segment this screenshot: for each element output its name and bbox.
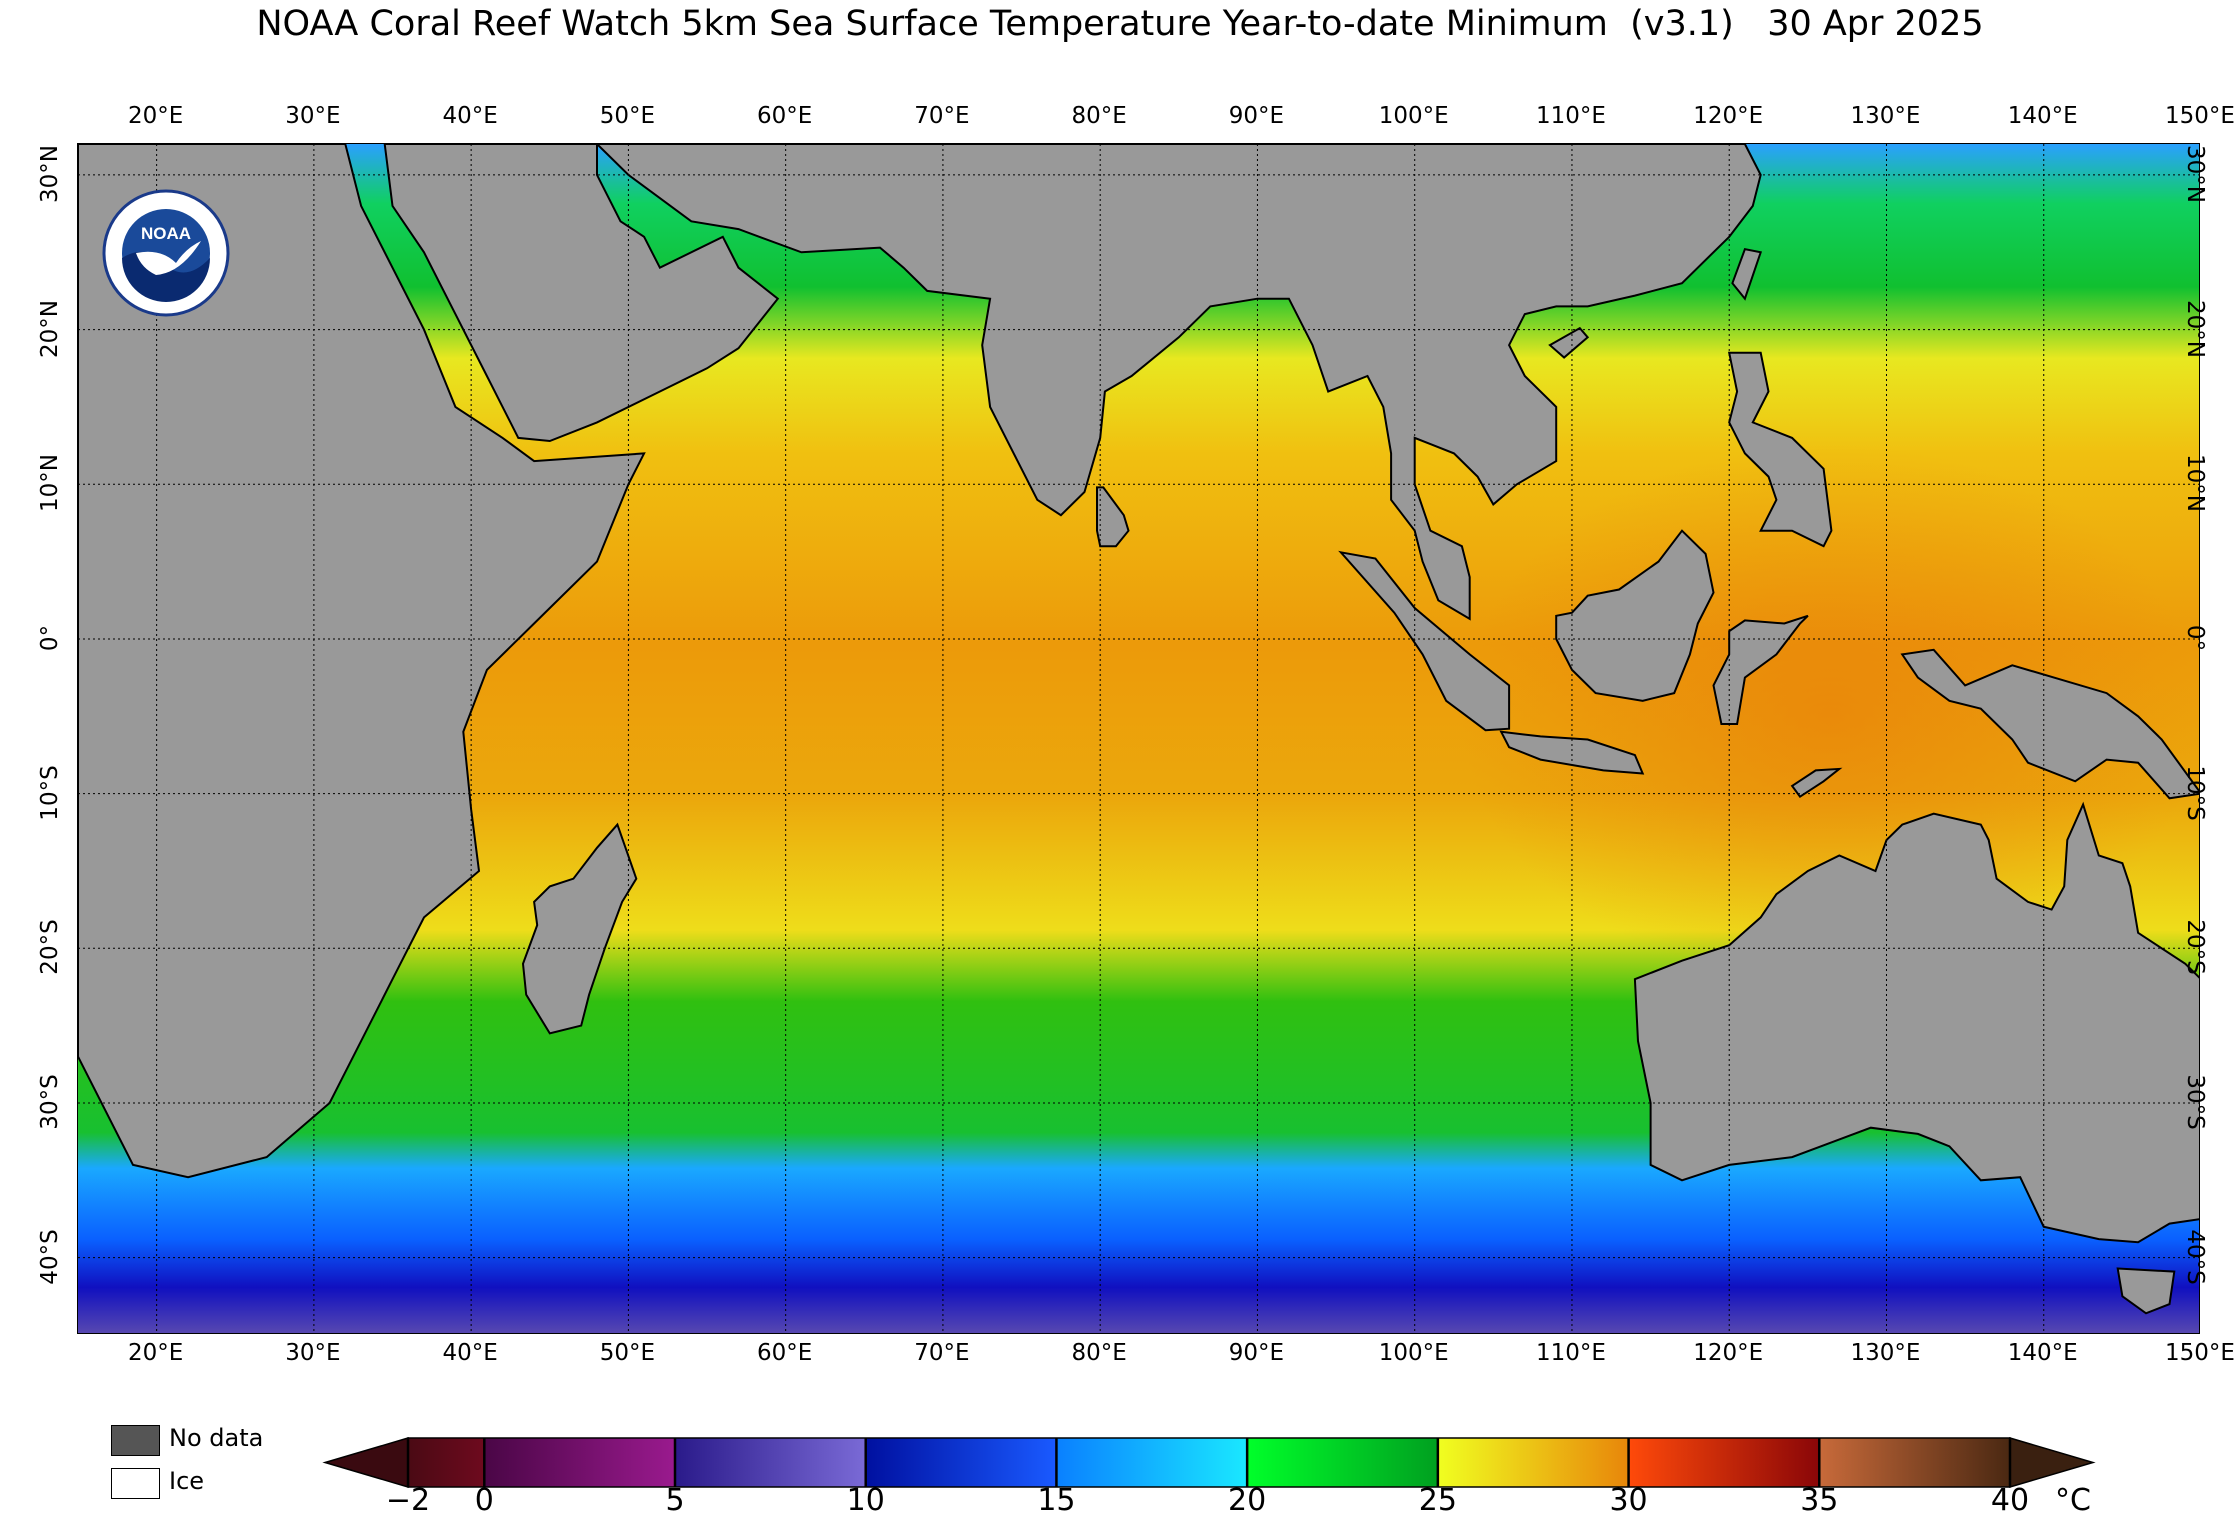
colorbar-segment [675, 1438, 866, 1487]
lat-label-left: 0° [37, 624, 63, 652]
colorbar-tick-label: 10 [846, 1483, 885, 1518]
colorbar-tick-label: 40 [1990, 1483, 2030, 1518]
lat-label-right: 40°S [2182, 1228, 2208, 1285]
colorbar-segment [1819, 1438, 2010, 1487]
colorbar-extend-high [2009, 1436, 2096, 1489]
lon-label-top: 120°E [1693, 103, 1764, 129]
colorbar-tick-label: 20 [1228, 1483, 1267, 1518]
lat-label-left: 10°N [37, 454, 63, 513]
lat-label-right: 0° [2182, 624, 2208, 652]
lat-label-left: 20°S [37, 919, 63, 975]
land-sulawesi [1712, 614, 1809, 725]
land-java [1499, 730, 1645, 775]
lon-label-bottom: 130°E [1850, 1340, 1921, 1366]
land-borneo [1555, 529, 1715, 702]
lon-label-bottom: 100°E [1378, 1340, 1449, 1366]
lon-label-bottom: 40°E [442, 1340, 498, 1366]
lon-label-bottom: 70°E [914, 1340, 970, 1366]
colorbar-tick-label: 5 [665, 1483, 685, 1518]
land-philippines [1727, 351, 1833, 548]
colorbar-unit: °C [2055, 1483, 2091, 1518]
colorbar-tick-label: 25 [1418, 1483, 1457, 1518]
colorbar-segment [484, 1438, 675, 1487]
land-masses [78, 144, 2199, 1315]
colorbar-segment [1056, 1438, 1248, 1487]
colorbar-segment [408, 1438, 485, 1487]
lon-label-bottom: 120°E [1693, 1340, 1764, 1366]
colorbar-tick-label: 35 [1800, 1483, 1839, 1518]
lon-label-bottom: 80°E [1071, 1340, 1127, 1366]
lat-label-left: 30°S [37, 1074, 63, 1130]
lon-label-bottom: 50°E [599, 1340, 656, 1366]
lon-label-top: 20°E [127, 103, 184, 129]
land-arabia [383, 144, 780, 443]
lon-label-bottom: 150°E [2165, 1340, 2235, 1366]
sst-map[interactable]: NOAA [77, 143, 2200, 1334]
lat-label-right: 20°N [2182, 299, 2208, 358]
colorbar-tick-label: 0 [474, 1483, 494, 1518]
lat-label-left: 40°S [37, 1228, 63, 1285]
graticule [78, 144, 2199, 1333]
land-newguinea [1900, 648, 2199, 800]
no-data-swatch [111, 1425, 160, 1456]
colorbar-tick-label: −2 [385, 1483, 431, 1518]
colorbar-tick-label: 30 [1609, 1483, 1648, 1518]
colorbar-segment [1437, 1438, 1629, 1487]
ice-label: Ice [169, 1467, 205, 1495]
colorbar-extend-low [322, 1436, 409, 1489]
no-data-label: No data [169, 1424, 264, 1452]
land-hainan [1548, 326, 1590, 359]
lat-label-right: 30°N [2182, 144, 2208, 203]
land-timor [1790, 767, 1843, 799]
lon-label-top: 40°E [442, 103, 498, 129]
land-australia [1633, 801, 2199, 1244]
lon-label-bottom: 60°E [757, 1340, 813, 1366]
lon-label-top: 30°E [285, 103, 341, 129]
lon-label-top: 140°E [2007, 103, 2078, 129]
ice-swatch [111, 1468, 160, 1499]
lat-label-left: 10°S [37, 764, 63, 821]
map-title: NOAA Coral Reef Watch 5km Sea Surface Te… [256, 4, 1984, 44]
lon-label-top: 130°E [1850, 103, 1921, 129]
lat-label-left: 20°N [37, 299, 63, 358]
lon-label-bottom: 90°E [1228, 1340, 1285, 1366]
land-taiwan [1731, 248, 1763, 301]
lat-label-right: 20°S [2182, 919, 2208, 975]
lon-label-top: 80°E [1071, 103, 1127, 129]
lon-label-bottom: 20°E [127, 1340, 184, 1366]
lat-label-left: 30°N [37, 144, 63, 203]
lon-label-top: 110°E [1535, 103, 1606, 129]
lon-label-top: 100°E [1378, 103, 1449, 129]
lon-label-top: 90°E [1228, 103, 1285, 129]
lon-label-top: 50°E [599, 103, 656, 129]
lon-label-bottom: 110°E [1535, 1340, 1606, 1366]
colorbar-segment [865, 1438, 1057, 1487]
land-madagascar [521, 822, 638, 1035]
lon-label-bottom: 30°E [285, 1340, 341, 1366]
land-iran [595, 144, 1762, 621]
lon-label-top: 150°E [2165, 103, 2235, 129]
colorbar-outline [407, 1437, 2011, 1488]
land-tasmania [2116, 1267, 2176, 1315]
lon-label-top: 60°E [757, 103, 813, 129]
lon-label-bottom: 140°E [2007, 1340, 2078, 1366]
colorbar-segment [1628, 1438, 1820, 1487]
lat-label-right: 30°S [2182, 1074, 2208, 1130]
colorbar-tick-label: 15 [1037, 1483, 1076, 1518]
lat-label-right: 10°N [2182, 454, 2208, 513]
lat-label-right: 10°S [2182, 764, 2208, 821]
land-srilanka [1096, 486, 1130, 548]
sst-map-canvas: NOAA [78, 144, 2199, 1333]
noaa-logo: NOAA [102, 189, 230, 317]
noaa-logo-text: NOAA [141, 224, 191, 243]
colorbar-segment [1247, 1438, 1438, 1487]
lon-label-top: 70°E [914, 103, 970, 129]
land-sumatra [1338, 550, 1511, 732]
